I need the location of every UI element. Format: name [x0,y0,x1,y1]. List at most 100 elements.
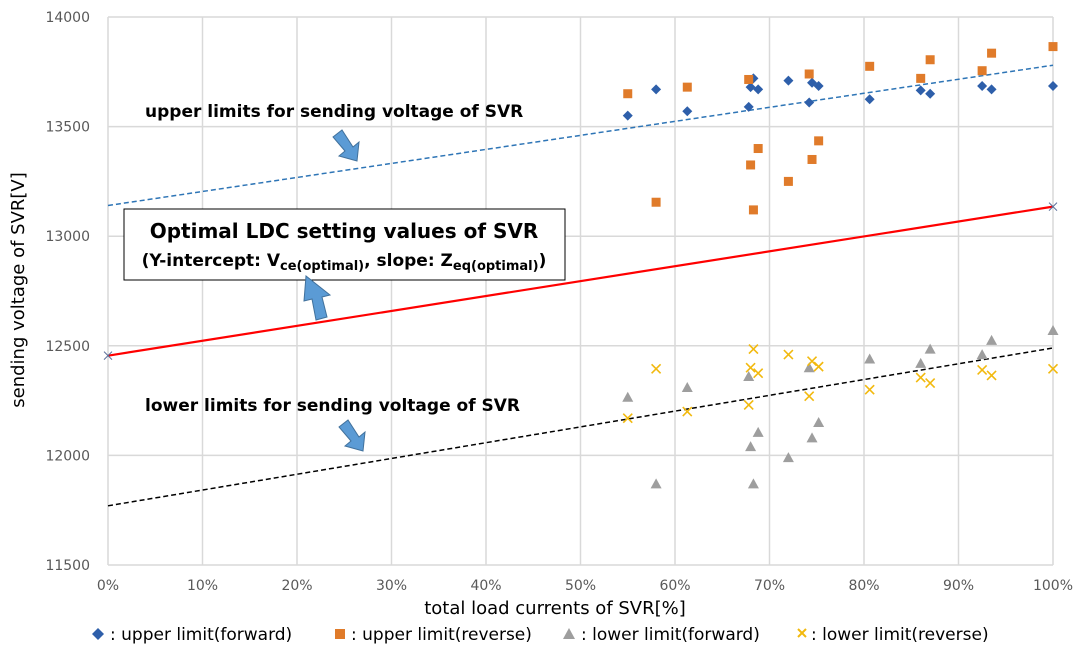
y-tick-label: 14000 [45,10,90,26]
point-upper-reverse [814,136,824,146]
y-tick-label: 11500 [45,558,90,574]
point-lower-reverse [986,370,997,381]
point-upper-reverse [744,74,754,84]
point-upper-forward [864,94,875,105]
upper-limit-trendline [107,64,1054,207]
legend-marker-lower-forward [563,628,575,639]
lower-annotation-arrow [338,419,366,452]
point-lower-forward [743,370,755,381]
point-lower-reverse [925,377,936,389]
legend-marker-lower-reverse [797,628,807,638]
x-tick-label: 20% [281,578,312,594]
point-upper-reverse [807,154,817,164]
optimal-ldc-box [123,208,566,281]
point-lower-forward [681,381,693,392]
point-upper-reverse [916,73,926,83]
point-upper-forward [651,84,662,95]
point-upper-forward [682,106,693,117]
point-lower-reverse [806,356,818,367]
point-upper-reverse [753,144,763,154]
x-axis-title: total load currents of SVR[%] [424,598,686,619]
x-tick-label: 30% [376,578,407,594]
point-upper-forward [813,81,824,92]
lower-limit-annotation: lower limits for sending voltage of SVR [145,396,520,416]
x-tick-label: 90% [943,578,974,594]
optimal-ldc-line [107,205,1054,357]
point-lower-forward [924,343,936,354]
y-tick-label: 13000 [45,229,90,245]
point-lower-forward [752,426,764,437]
upper-annotation-arrow [332,129,360,162]
x-tick-label: 70% [754,578,785,594]
point-upper-reverse [804,69,814,79]
point-lower-reverse [804,391,815,402]
point-lower-reverse [743,399,754,411]
point-lower-forward [803,362,815,373]
point-lower-reverse [813,361,824,372]
point-upper-reverse [746,160,756,170]
legend-label-upper-reverse: : upper limit(reverse) [351,625,532,645]
data-points [622,42,1059,489]
y-tick-label: 12500 [45,339,90,355]
y-tick-labels: 11500 12000 12500 13000 13500 14000 [45,10,90,574]
point-upper-forward [622,110,633,121]
optimal-line-endpoint [1048,202,1058,211]
point-upper-forward [1048,81,1058,92]
point-lower-reverse [622,413,633,424]
point-lower-forward [745,441,757,452]
point-upper-forward [977,81,988,92]
point-lower-forward [806,432,818,443]
point-upper-reverse [977,66,987,76]
point-lower-reverse [651,363,662,374]
point-upper-forward [745,82,756,93]
point-lower-reverse [682,406,693,417]
y-tick-label: 13500 [45,120,90,136]
optimal-annotation-arrow [303,275,332,321]
x-tick-label: 100% [1033,578,1073,594]
legend-label-lower-forward: : lower limit(forward) [581,625,760,645]
point-lower-reverse [745,362,756,373]
point-lower-forward [622,391,634,402]
point-lower-forward [747,478,759,489]
upper-limit-annotation: upper limits for sending voltage of SVR [145,102,523,122]
point-lower-forward [1047,324,1059,335]
point-lower-forward [782,452,794,463]
point-lower-forward [813,417,825,428]
point-lower-forward [864,353,876,364]
point-lower-forward [986,334,998,345]
optimal-line-endpoint [103,351,113,361]
point-upper-forward [925,88,936,99]
point-lower-reverse [783,349,794,360]
point-upper-forward [753,84,764,95]
point-upper-reverse [623,89,633,99]
optimal-ldc-subtitle: (Y-intercept: Vce(optimal), slope: Zeq(o… [142,251,547,274]
x-tick-label: 60% [659,578,690,594]
point-upper-forward [743,101,754,112]
point-upper-reverse [651,197,661,207]
point-lower-forward [976,349,988,360]
point-lower-reverse [748,344,759,355]
point-lower-reverse [915,372,926,383]
point-upper-forward [915,85,926,96]
x-tick-label: 0% [97,578,119,594]
legend-label-lower-reverse: : lower limit(reverse) [811,625,989,645]
legend-label-upper-forward: : upper limit(forward) [110,625,292,645]
legend: : upper limit(forward) : upper limit(rev… [92,625,989,645]
x-tick-label: 80% [848,578,879,594]
point-lower-forward [915,357,927,368]
point-upper-reverse [1048,42,1058,52]
point-lower-reverse [753,368,764,379]
point-lower-reverse [864,384,875,395]
y-axis-title: sending voltage of SVR[V] [8,172,29,408]
legend-marker-upper-forward [92,628,104,640]
x-tick-labels: 0% 10% 20% 30% 40% 50% 60% 70% 80% 90% 100% [97,578,1073,594]
point-lower-reverse [1047,363,1059,374]
point-upper-reverse [783,176,793,186]
x-tick-label: 10% [187,578,218,594]
limit-lines [103,64,1058,507]
point-upper-reverse [925,55,935,65]
x-tick-label: 40% [470,578,501,594]
point-upper-forward [986,84,997,95]
point-upper-reverse [682,82,692,92]
